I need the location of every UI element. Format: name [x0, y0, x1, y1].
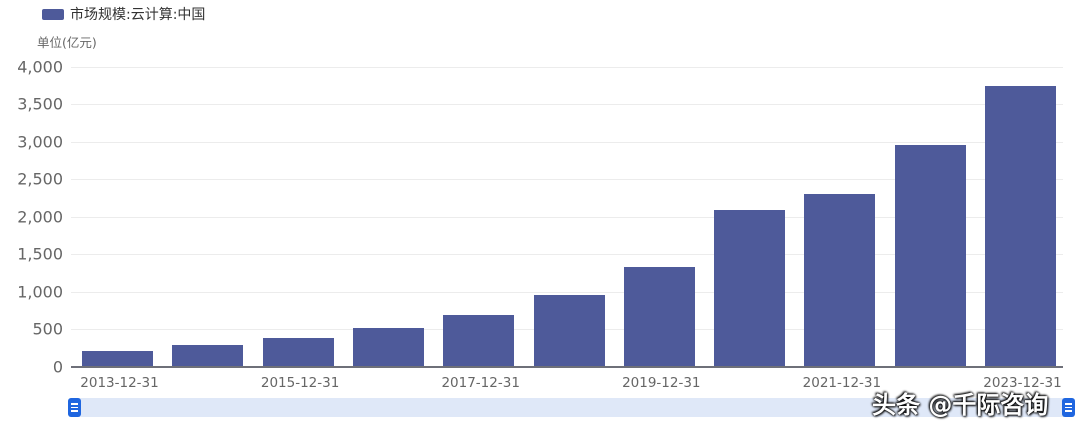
bar[interactable]	[172, 345, 244, 367]
gridline	[71, 104, 1063, 106]
x-tick-label: 2017-12-31	[441, 375, 520, 391]
y-tick-label: 4,000	[17, 57, 63, 77]
gridline	[71, 141, 1063, 143]
bar[interactable]	[985, 85, 1056, 367]
bar[interactable]	[352, 328, 424, 367]
bar[interactable]	[894, 145, 966, 367]
x-tick-label: 2013-12-31	[80, 375, 159, 391]
y-axis-unit-label: 单位(亿元)	[37, 35, 97, 50]
bar[interactable]	[804, 193, 876, 367]
bar[interactable]	[443, 314, 515, 367]
data-zoom-left-handle[interactable]	[68, 398, 81, 417]
legend-swatch-icon	[42, 8, 64, 20]
legend-label: 市场规模:云计算:中国	[70, 7, 206, 23]
bar[interactable]	[714, 210, 786, 367]
data-zoom-right-handle[interactable]	[1062, 398, 1075, 417]
x-tick-label: 2019-12-31	[622, 375, 701, 391]
x-tick-label: 2023-12-31	[983, 375, 1062, 391]
gridline	[71, 291, 1063, 293]
chart-legend[interactable]: 市场规模:云计算:中国	[42, 4, 205, 24]
y-tick-label: 1,500	[17, 244, 63, 264]
bar[interactable]	[623, 266, 695, 367]
gridline	[71, 254, 1063, 256]
y-tick-label: 2,500	[17, 169, 63, 189]
y-tick-label: 3,000	[17, 132, 63, 152]
watermark: 头条 @千际咨询	[872, 391, 1049, 419]
bar[interactable]	[533, 294, 605, 367]
y-tick-label: 0	[52, 357, 63, 377]
x-tick-label: 2015-12-31	[260, 375, 340, 391]
gridline	[71, 216, 1063, 218]
x-tick-label: 2021-12-31	[802, 375, 882, 391]
gridline	[71, 67, 1063, 68]
y-tick-label: 3,500	[17, 94, 63, 114]
data-zoom-slider[interactable]	[71, 398, 1071, 417]
y-tick-label: 1,000	[17, 282, 63, 302]
y-tick-label: 2,000	[17, 207, 63, 227]
x-axis-line	[71, 366, 1063, 369]
y-tick-label: 500	[32, 319, 63, 339]
bar[interactable]	[82, 350, 153, 367]
gridline	[71, 179, 1063, 181]
bar[interactable]	[262, 338, 334, 367]
